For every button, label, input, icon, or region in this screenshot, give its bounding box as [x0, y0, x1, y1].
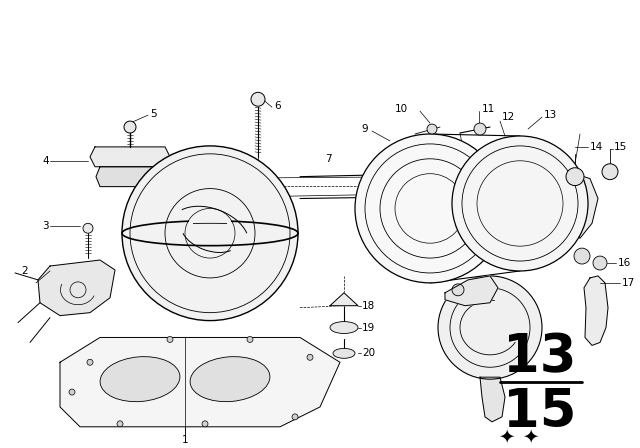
Circle shape	[574, 248, 590, 264]
Text: 15: 15	[503, 386, 577, 438]
Polygon shape	[60, 337, 340, 427]
Text: 15: 15	[614, 142, 627, 152]
Text: 20: 20	[362, 349, 375, 358]
Polygon shape	[584, 276, 608, 345]
Circle shape	[474, 123, 486, 135]
Text: 12: 12	[502, 112, 515, 122]
Ellipse shape	[190, 357, 270, 402]
Circle shape	[202, 421, 208, 427]
Text: 5: 5	[150, 109, 157, 119]
Circle shape	[452, 136, 588, 271]
Text: 14: 14	[590, 142, 604, 152]
Text: 3: 3	[42, 221, 49, 231]
Circle shape	[307, 354, 313, 360]
Text: 9: 9	[362, 124, 368, 134]
Circle shape	[292, 414, 298, 420]
Polygon shape	[568, 174, 598, 238]
Polygon shape	[90, 147, 170, 167]
Circle shape	[438, 276, 542, 379]
Circle shape	[122, 146, 298, 321]
Ellipse shape	[333, 349, 355, 358]
Circle shape	[117, 421, 123, 427]
Text: 6: 6	[274, 101, 280, 111]
Circle shape	[452, 284, 464, 296]
Text: 17: 17	[622, 278, 636, 288]
Ellipse shape	[330, 322, 358, 333]
Circle shape	[602, 164, 618, 180]
Text: 16: 16	[618, 258, 631, 268]
Circle shape	[251, 92, 265, 106]
Polygon shape	[445, 276, 498, 306]
Circle shape	[87, 359, 93, 365]
Text: 8: 8	[490, 293, 497, 303]
Text: 18: 18	[362, 301, 375, 311]
Polygon shape	[480, 377, 505, 422]
Text: 7: 7	[324, 154, 332, 164]
Circle shape	[83, 223, 93, 233]
Circle shape	[247, 336, 253, 342]
Circle shape	[69, 389, 75, 395]
Text: 2: 2	[21, 266, 28, 276]
Text: 11: 11	[482, 104, 495, 114]
Circle shape	[167, 336, 173, 342]
Text: ✦: ✦	[498, 427, 514, 446]
Circle shape	[566, 168, 584, 185]
Text: 10: 10	[395, 104, 408, 114]
Circle shape	[427, 124, 437, 134]
Text: 4: 4	[42, 156, 49, 166]
Text: 13: 13	[503, 332, 577, 383]
Circle shape	[124, 121, 136, 133]
Polygon shape	[330, 293, 358, 306]
Text: 13: 13	[544, 110, 557, 120]
Text: ✦: ✦	[522, 427, 538, 446]
Circle shape	[355, 134, 505, 283]
Polygon shape	[38, 260, 115, 316]
Circle shape	[593, 256, 607, 270]
Ellipse shape	[100, 357, 180, 402]
Polygon shape	[96, 167, 168, 187]
Text: 1: 1	[182, 435, 188, 445]
Text: 19: 19	[362, 323, 375, 332]
